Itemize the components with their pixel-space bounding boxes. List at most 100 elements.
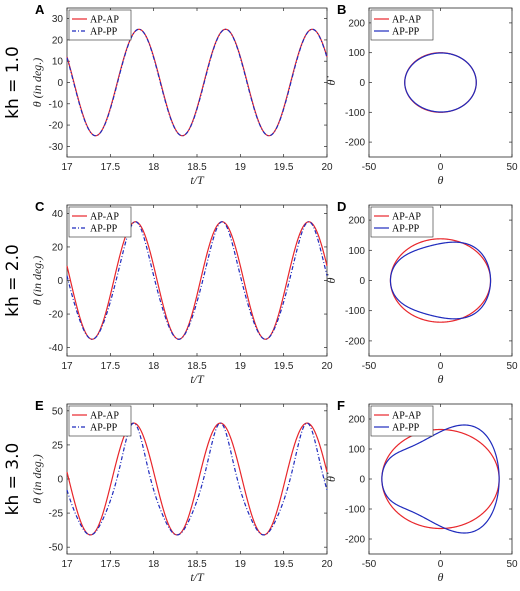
legend-box — [370, 9, 434, 41]
series-line-ap-pp — [66, 422, 328, 536]
series-line-ap-pp — [66, 28, 328, 137]
x-tick-label: 19 — [235, 162, 247, 173]
panel-letter: A — [35, 2, 45, 17]
y-tick-label: -10 — [49, 99, 64, 110]
series-line-ap-ap — [66, 28, 328, 137]
y-tick-label: -25 — [49, 509, 64, 520]
panel-E: 17 17.5 18 18.5 19 19.5 20 -50 -25 0 25 50 t/T θ (in … — [30, 403, 333, 584]
y-tick-label: 0 — [57, 475, 63, 486]
x-tick-label: 19 — [235, 559, 247, 570]
y-tick-label: 30 — [52, 14, 64, 25]
x-tick-label: 50 — [506, 162, 518, 173]
x-axis-label: θ — [438, 372, 444, 386]
y-tick-label: -30 — [49, 142, 64, 153]
phase-curve-ap-pp — [381, 424, 500, 534]
y-tick-label: -20 — [49, 121, 64, 132]
x-tick-label: -50 — [362, 162, 377, 173]
x-tick-label: 19.5 — [274, 162, 294, 173]
x-tick-label: 17.5 — [101, 361, 121, 372]
x-tick-label: 18 — [148, 162, 160, 173]
x-tick-label: 18 — [148, 361, 160, 372]
panel-letter: D — [337, 199, 346, 214]
x-tick-label: 18.5 — [187, 559, 207, 570]
x-tick-label: 20 — [321, 559, 333, 570]
panel-A: 17 17.5 18 18.5 19 19.5 20 -30 -20 -10 0 10 20 30 t/T θ… — [30, 7, 333, 187]
y-tick-label: 0 — [57, 276, 63, 287]
row-label: kh = 1.0 — [3, 46, 23, 119]
legend-entry: AP-AP — [90, 15, 119, 26]
y-tick-label: 0 — [359, 78, 365, 89]
y-tick-label: 40 — [52, 209, 64, 220]
x-tick-label: 20 — [321, 361, 333, 372]
panel-letter: C — [35, 199, 45, 214]
legend-entry: AP-PP — [90, 423, 118, 434]
legend-box — [68, 206, 132, 238]
y-axis-label: θ (in deg.) — [30, 58, 44, 108]
y-tick-label: 100 — [348, 445, 365, 456]
x-tick-label: 18.5 — [187, 361, 207, 372]
x-tick-label: 17.5 — [101, 162, 121, 173]
y-axis-label: θ (in deg.) — [30, 454, 44, 504]
y-tick-label: 200 — [348, 415, 365, 426]
y-tick-label: 50 — [52, 406, 64, 417]
y-tick-label: 10 — [52, 57, 64, 68]
x-axis-label: θ — [438, 173, 444, 187]
x-tick-label: 0 — [438, 162, 444, 173]
legend-entry: AP-AP — [90, 212, 119, 223]
x-tick-label: 19 — [235, 361, 247, 372]
x-tick-label: 20 — [321, 162, 333, 173]
panel-letter: B — [337, 2, 346, 17]
y-axis-label: θ̇ — [324, 76, 338, 86]
series-line-ap-ap — [66, 221, 328, 340]
x-tick-label: 0 — [438, 559, 444, 570]
legend-box — [370, 206, 434, 238]
y-tick-label: 20 — [52, 242, 64, 253]
phase-curve-ap-ap — [381, 428, 500, 530]
x-tick-label: 18 — [148, 559, 160, 570]
panel-letter: E — [35, 398, 44, 413]
x-tick-label: 17 — [61, 162, 73, 173]
x-tick-label: 50 — [506, 361, 518, 372]
y-tick-label: 200 — [348, 216, 365, 227]
y-axis-label: θ̇ — [324, 472, 338, 482]
row-label: kh = 2.0 — [3, 244, 23, 317]
y-tick-label: -50 — [49, 543, 64, 554]
x-tick-label: -50 — [362, 559, 377, 570]
x-axis-label: t/T — [190, 173, 205, 187]
legend-entry: AP-PP — [90, 27, 118, 38]
y-tick-label: -200 — [345, 535, 365, 546]
y-axis-label: θ̇ — [324, 274, 338, 284]
legend-entry: AP-PP — [392, 423, 420, 434]
x-axis-label: t/T — [190, 570, 205, 584]
y-tick-label: -40 — [49, 343, 64, 354]
x-tick-label: 18.5 — [187, 162, 207, 173]
row-label: kh = 3.0 — [3, 443, 23, 516]
legend-entry: AP-PP — [392, 27, 420, 38]
legend-entry: AP-AP — [90, 411, 119, 422]
x-tick-label: 0 — [438, 361, 444, 372]
x-tick-label: 17 — [61, 361, 73, 372]
y-tick-label: -100 — [345, 108, 365, 119]
x-axis-label: t/T — [190, 372, 205, 386]
legend-box — [370, 405, 434, 437]
phase-curve-ap-pp — [389, 241, 492, 320]
y-tick-label: 100 — [348, 246, 365, 257]
legend-entry: AP-AP — [392, 212, 421, 223]
y-tick-label: 0 — [57, 78, 63, 89]
x-tick-label: 19.5 — [274, 361, 294, 372]
panel-letter: F — [337, 398, 345, 413]
legend-entry: AP-PP — [90, 224, 118, 235]
x-axis-label: θ — [438, 570, 444, 584]
series-line-ap-pp — [66, 221, 328, 340]
phase-curve-ap-ap — [389, 238, 492, 323]
x-tick-label: 17.5 — [101, 559, 121, 570]
legend-entry: AP-AP — [392, 15, 421, 26]
legend-box — [68, 9, 132, 41]
phase-curve-ap-pp — [404, 52, 477, 113]
x-tick-label: 19.5 — [274, 559, 294, 570]
y-tick-label: 0 — [359, 475, 365, 486]
y-tick-label: 100 — [348, 48, 365, 59]
